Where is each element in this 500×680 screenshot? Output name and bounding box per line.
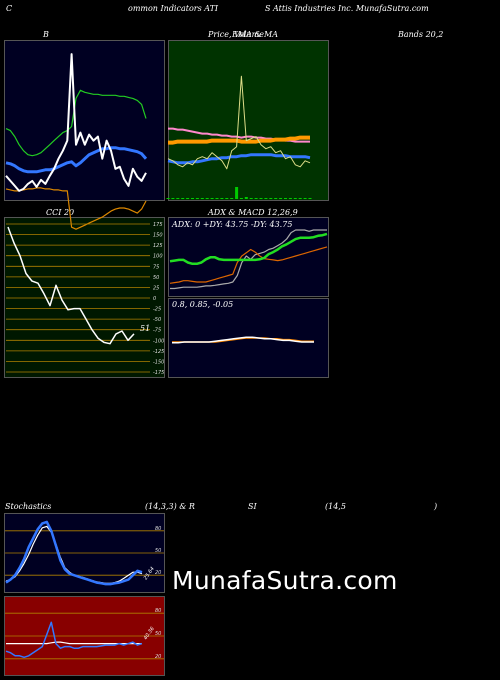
cci-tick-label: 100 [153, 254, 163, 260]
price-volume-panel [168, 40, 329, 201]
stoch-current-label: 25.64 [143, 566, 156, 581]
volume-bar [220, 198, 224, 199]
volume-bar [254, 198, 258, 199]
cci-tick-label: 175 [153, 222, 163, 228]
stoch-tick-label: 20 [155, 570, 161, 576]
watermark: MunafaSutra.com [172, 566, 398, 595]
cci-tick-label: 0 [153, 296, 156, 302]
rsi-tick-label: 20 [155, 654, 161, 660]
price-line [167, 75, 311, 170]
cci-tick-label: -50 [153, 317, 161, 323]
cci-tick-label: 150 [153, 233, 163, 239]
rsi-line [5, 621, 143, 659]
cci-tick-label: -75 [153, 328, 161, 334]
volume-bar [215, 198, 219, 199]
cci-title: CCI 20 [46, 208, 75, 217]
rsi-ma-line [6, 641, 142, 645]
macd-line [172, 336, 314, 344]
cci-tick-label: 125 [153, 243, 163, 249]
bollinger-upper-band [5, 89, 147, 157]
adx-line [169, 232, 328, 266]
volume-bar [298, 198, 302, 199]
volume-bar [308, 198, 312, 199]
header-company: S Attis Industries Inc. MunafaSutra.com [265, 4, 429, 13]
volume-bar [230, 198, 234, 199]
volume-bar [288, 198, 292, 199]
bollinger-middle-band [5, 146, 148, 174]
plus-di-line [169, 246, 328, 284]
ema-ma-title: EMA & MA [232, 30, 278, 39]
volume-bar [284, 198, 287, 199]
rsi-params-close: ) [434, 502, 438, 511]
bollinger-price-line [5, 53, 147, 192]
minus-di-line [170, 229, 327, 290]
cci-tick-label: -175 [153, 370, 164, 376]
rsi-tick-label: 80 [155, 608, 161, 614]
volume-bar [293, 198, 297, 199]
volume-bar [186, 198, 190, 199]
volume-bar [303, 198, 307, 199]
bollinger-title: B [43, 30, 49, 39]
volume-bar [235, 187, 239, 199]
volume-bar [269, 198, 273, 199]
volume-bar [181, 198, 185, 199]
bands-title: Bands 20,2 [398, 30, 444, 39]
cci-current-label: 51 [140, 324, 150, 333]
cci-tick-label: 25 [153, 285, 159, 291]
cci-tick-label: 75 [153, 264, 159, 270]
volume-bar [166, 198, 170, 199]
volume-bar [200, 198, 204, 199]
header-initial: C [6, 4, 13, 13]
volume-bar [249, 198, 253, 199]
cci-tick-label: -125 [153, 349, 164, 355]
ema-orange-line [168, 135, 310, 145]
cci-tick-label: -100 [153, 338, 164, 344]
bollinger-lower-band [5, 187, 147, 230]
adx-readout: ADX: 0 +DY: 43.75 -DY: 43.75 [172, 220, 293, 229]
rsi-params: (14,5 [325, 502, 346, 511]
rsi-tick-label: 50 [155, 631, 161, 637]
stoch-k-line [5, 520, 143, 586]
macd-readout: 0.8, 0.85, -0.05 [172, 300, 234, 309]
volume-bar [274, 198, 278, 199]
adx-title: ADX & MACD 12,26,9 [208, 208, 298, 217]
bollinger-panel [4, 40, 165, 201]
volume-bar [205, 198, 209, 199]
volume-bar [244, 197, 248, 199]
volume-bar [210, 198, 214, 199]
stochastics-title: Stochastics [5, 502, 52, 511]
volume-bar [176, 198, 180, 199]
cci-line [7, 226, 135, 345]
rsi-title: SI [248, 502, 257, 511]
cci-tick-label: 50 [153, 275, 159, 281]
stoch-tick-label: 50 [155, 548, 161, 554]
stochastics-params: (14,3,3) & R [145, 502, 195, 511]
volume-bar [279, 198, 283, 199]
header-indicators: ommon Indicators ATI [128, 4, 219, 13]
volume-bar [195, 198, 199, 199]
volume-bar [225, 198, 229, 199]
ema-blue-line [167, 153, 311, 165]
cci-tick-label: -25 [153, 307, 161, 313]
volume-bar [239, 198, 243, 199]
volume-bar [264, 198, 268, 199]
cci-tick-label: -150 [153, 359, 164, 365]
price-volume-title: Price, Volume [208, 30, 264, 39]
volume-bar [259, 198, 263, 199]
volume-bar [191, 198, 194, 199]
stoch-tick-label: 80 [155, 526, 161, 532]
volume-bar [171, 198, 175, 199]
rsi-current-label: 40.36 [143, 626, 156, 641]
